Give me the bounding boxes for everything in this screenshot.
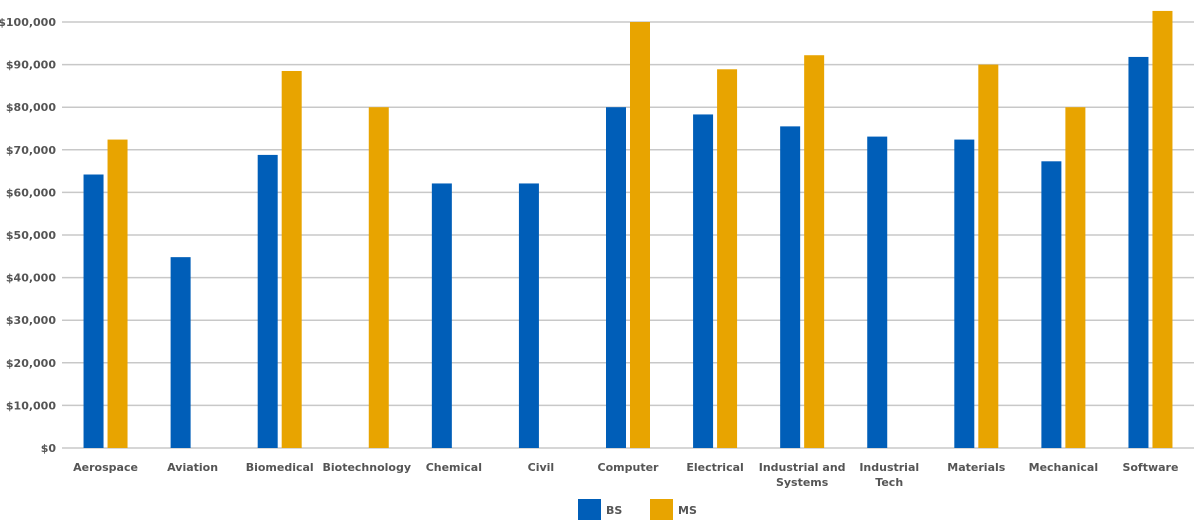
- bar-ms-electrical: [717, 69, 738, 448]
- bar-ms-mechanical: [1065, 107, 1086, 448]
- gridlines: [62, 21, 1194, 449]
- bars: [83, 10, 1173, 449]
- y-tick-label: $90,000: [6, 59, 56, 72]
- bar-ms-materials: [978, 64, 999, 448]
- x-tick-label: Systems: [776, 476, 829, 489]
- y-tick-label: $50,000: [6, 229, 56, 242]
- x-tick-label: Industrial and: [759, 461, 846, 474]
- y-tick-label: $0: [41, 442, 57, 455]
- legend-swatch-ms: [650, 499, 673, 520]
- x-tick-label: Software: [1122, 461, 1178, 474]
- x-tick-label: Biomedical: [246, 461, 314, 474]
- y-tick-label: $20,000: [6, 357, 56, 370]
- bar-bs-chemical: [431, 183, 452, 449]
- y-tick-label: $60,000: [6, 186, 56, 199]
- x-tick-label: Materials: [947, 461, 1005, 474]
- bar-bs-civil: [518, 183, 539, 449]
- bar-bs-aviation: [170, 257, 191, 448]
- x-tick-label: Industrial: [859, 461, 919, 474]
- bar-bs-electrical: [693, 114, 714, 448]
- bar-ms-software: [1152, 10, 1173, 448]
- y-axis-tick-labels: $0 $10,000 $20,000 $30,000 $40,000 $50,000 $60…: [0, 16, 56, 455]
- bar-bs-biomedical: [257, 154, 278, 449]
- x-tick-label: Civil: [528, 461, 555, 474]
- bar-bs-industrial-tech: [867, 136, 888, 448]
- x-tick-label: Tech: [875, 476, 903, 489]
- y-tick-label: $10,000: [6, 399, 56, 412]
- bar-ms-industrial-and-systems: [804, 55, 825, 449]
- bar-ms-computer: [630, 22, 650, 448]
- y-tick-label: $70,000: [6, 144, 56, 157]
- bar-bs-software: [1128, 56, 1149, 448]
- x-tick-label: Electrical: [686, 461, 743, 474]
- y-tick-label: $80,000: [6, 101, 56, 114]
- legend-label-ms: MS: [678, 504, 697, 517]
- legend-swatch-bs: [578, 499, 601, 520]
- legend-label-bs: BS: [606, 504, 622, 517]
- x-axis-category-labels: Aerospace Aviation Biomedical Biotechnology…: [73, 461, 1178, 489]
- x-tick-label: Chemical: [426, 461, 482, 474]
- bar-bs-industrial-and-systems: [780, 126, 801, 449]
- y-tick-label: $40,000: [6, 272, 56, 285]
- x-tick-label: Mechanical: [1029, 461, 1099, 474]
- bar-ms-aerospace: [107, 139, 128, 449]
- y-tick-label: $100,000: [0, 16, 56, 29]
- x-tick-label: Biotechnology: [322, 461, 411, 474]
- bar-ms-biomedical: [281, 70, 302, 449]
- bar-bs-aerospace: [83, 174, 104, 448]
- bar-bs-materials: [954, 139, 975, 449]
- y-tick-label: $30,000: [6, 314, 56, 327]
- x-tick-label: Computer: [598, 461, 660, 474]
- x-tick-label: Aviation: [167, 461, 218, 474]
- bar-bs-mechanical: [1041, 161, 1062, 448]
- legend: BS MS: [578, 499, 697, 520]
- bar-bs-computer: [606, 107, 626, 448]
- bar-ms-biotechnology: [368, 107, 389, 448]
- x-tick-label: Aerospace: [73, 461, 138, 474]
